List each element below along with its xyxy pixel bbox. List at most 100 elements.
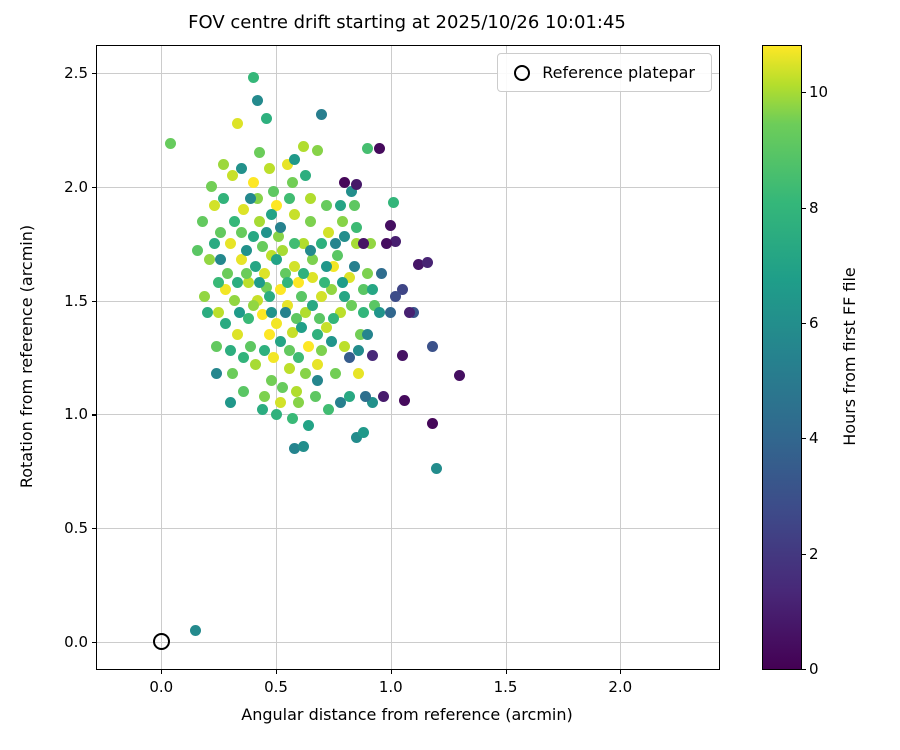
scatter-point bbox=[229, 295, 241, 307]
colorbar-label-wrap: Hours from first FF file bbox=[836, 45, 862, 668]
scatter-point bbox=[330, 238, 342, 250]
scatter-point bbox=[261, 281, 273, 293]
grid-line-y bbox=[97, 300, 719, 302]
scatter-point bbox=[286, 413, 298, 425]
scatter-point bbox=[247, 231, 259, 243]
scatter-point bbox=[307, 272, 319, 284]
scatter-point bbox=[263, 290, 275, 302]
legend-label: Reference platepar bbox=[542, 63, 695, 82]
scatter-point bbox=[275, 336, 287, 348]
scatter-point bbox=[238, 386, 250, 398]
plot-title: FOV centre drift starting at 2025/10/26 … bbox=[188, 12, 626, 33]
colorbar-tick-label: 0 bbox=[809, 660, 819, 678]
scatter-point bbox=[293, 397, 305, 409]
colorbar-tick bbox=[801, 553, 806, 555]
x-tick bbox=[505, 669, 507, 674]
x-tick bbox=[276, 669, 278, 674]
scatter-point bbox=[298, 440, 310, 452]
scatter-point bbox=[426, 417, 438, 429]
x-tick-label: 1.5 bbox=[493, 678, 518, 696]
scatter-point bbox=[236, 254, 248, 266]
scatter-point bbox=[362, 142, 374, 154]
scatter-point bbox=[366, 283, 378, 295]
scatter-point bbox=[298, 238, 310, 250]
grid-line-x bbox=[390, 46, 392, 669]
scatter-point bbox=[222, 267, 234, 279]
scatter-point bbox=[350, 431, 362, 443]
x-axis-label: Angular distance from reference (arcmin) bbox=[241, 705, 573, 724]
scatter-point bbox=[362, 267, 374, 279]
scatter-point bbox=[263, 163, 275, 175]
scatter-point bbox=[337, 215, 349, 227]
x-tick bbox=[390, 669, 392, 674]
scatter-point bbox=[247, 176, 259, 188]
scatter-point bbox=[350, 222, 362, 234]
legend: Reference platepar bbox=[497, 53, 712, 92]
scatter-point bbox=[284, 363, 296, 375]
scatter-point bbox=[426, 340, 438, 352]
scatter-point bbox=[213, 276, 225, 288]
scatter-point bbox=[284, 345, 296, 357]
scatter-point bbox=[343, 390, 355, 402]
scatter-point bbox=[210, 340, 222, 352]
scatter-point bbox=[302, 340, 314, 352]
scatter-point bbox=[295, 290, 307, 302]
scatter-point bbox=[217, 192, 229, 204]
scatter-point bbox=[224, 238, 236, 250]
scatter-point bbox=[259, 267, 271, 279]
scatter-point bbox=[364, 238, 376, 250]
scatter-point bbox=[261, 113, 273, 125]
scatter-point bbox=[339, 340, 351, 352]
scatter-point bbox=[245, 340, 257, 352]
scatter-point bbox=[288, 238, 300, 250]
colorbar-tick bbox=[801, 322, 806, 325]
scatter-point bbox=[215, 254, 227, 266]
grid-line-y bbox=[97, 186, 719, 188]
scatter-point bbox=[286, 326, 298, 338]
scatter-point bbox=[242, 313, 254, 325]
scatter-point bbox=[288, 261, 300, 273]
scatter-point bbox=[412, 258, 424, 270]
scatter-point bbox=[268, 186, 280, 198]
scatter-point bbox=[304, 215, 316, 227]
scatter-point bbox=[332, 249, 344, 261]
scatter-point bbox=[369, 299, 381, 311]
scatter-point bbox=[192, 245, 204, 257]
scatter-point bbox=[210, 367, 222, 379]
scatter-point bbox=[323, 226, 335, 238]
scatter-point bbox=[254, 215, 266, 227]
grid-line-y bbox=[97, 641, 719, 643]
scatter-point bbox=[236, 163, 248, 175]
scatter-point bbox=[431, 463, 443, 475]
scatter-point bbox=[300, 367, 312, 379]
scatter-point bbox=[357, 238, 369, 250]
scatter-point bbox=[238, 204, 250, 216]
colorbar-gradient: 0 2 4 6 8 10 bbox=[762, 45, 828, 678]
scatter-point bbox=[396, 349, 408, 361]
scatter-point bbox=[302, 420, 314, 432]
scatter-point bbox=[355, 329, 367, 341]
scatter-point bbox=[343, 352, 355, 363]
scatter-point bbox=[220, 317, 232, 329]
scatter-point bbox=[236, 226, 248, 238]
y-tick bbox=[92, 300, 97, 302]
scatter-point bbox=[307, 299, 319, 311]
scatter-point bbox=[245, 192, 257, 204]
scatter-point bbox=[256, 404, 268, 416]
scatter-point bbox=[300, 170, 312, 182]
scatter-point bbox=[318, 276, 330, 288]
scatter-point bbox=[298, 140, 310, 152]
scatter-point bbox=[316, 238, 328, 250]
scatter-point bbox=[270, 317, 282, 329]
reference-marker bbox=[152, 633, 170, 651]
y-axis-label-wrap: Rotation from reference (arcmin) bbox=[14, 45, 40, 668]
scatter-point bbox=[346, 186, 358, 198]
scatter-point bbox=[229, 215, 241, 227]
open-circle-icon bbox=[514, 64, 531, 81]
scatter-point bbox=[380, 238, 392, 250]
scatter-point bbox=[226, 367, 238, 379]
scatter-point bbox=[327, 261, 339, 273]
scatter-point bbox=[261, 226, 273, 238]
scatter-point bbox=[373, 306, 385, 318]
scatter-point bbox=[316, 290, 328, 302]
